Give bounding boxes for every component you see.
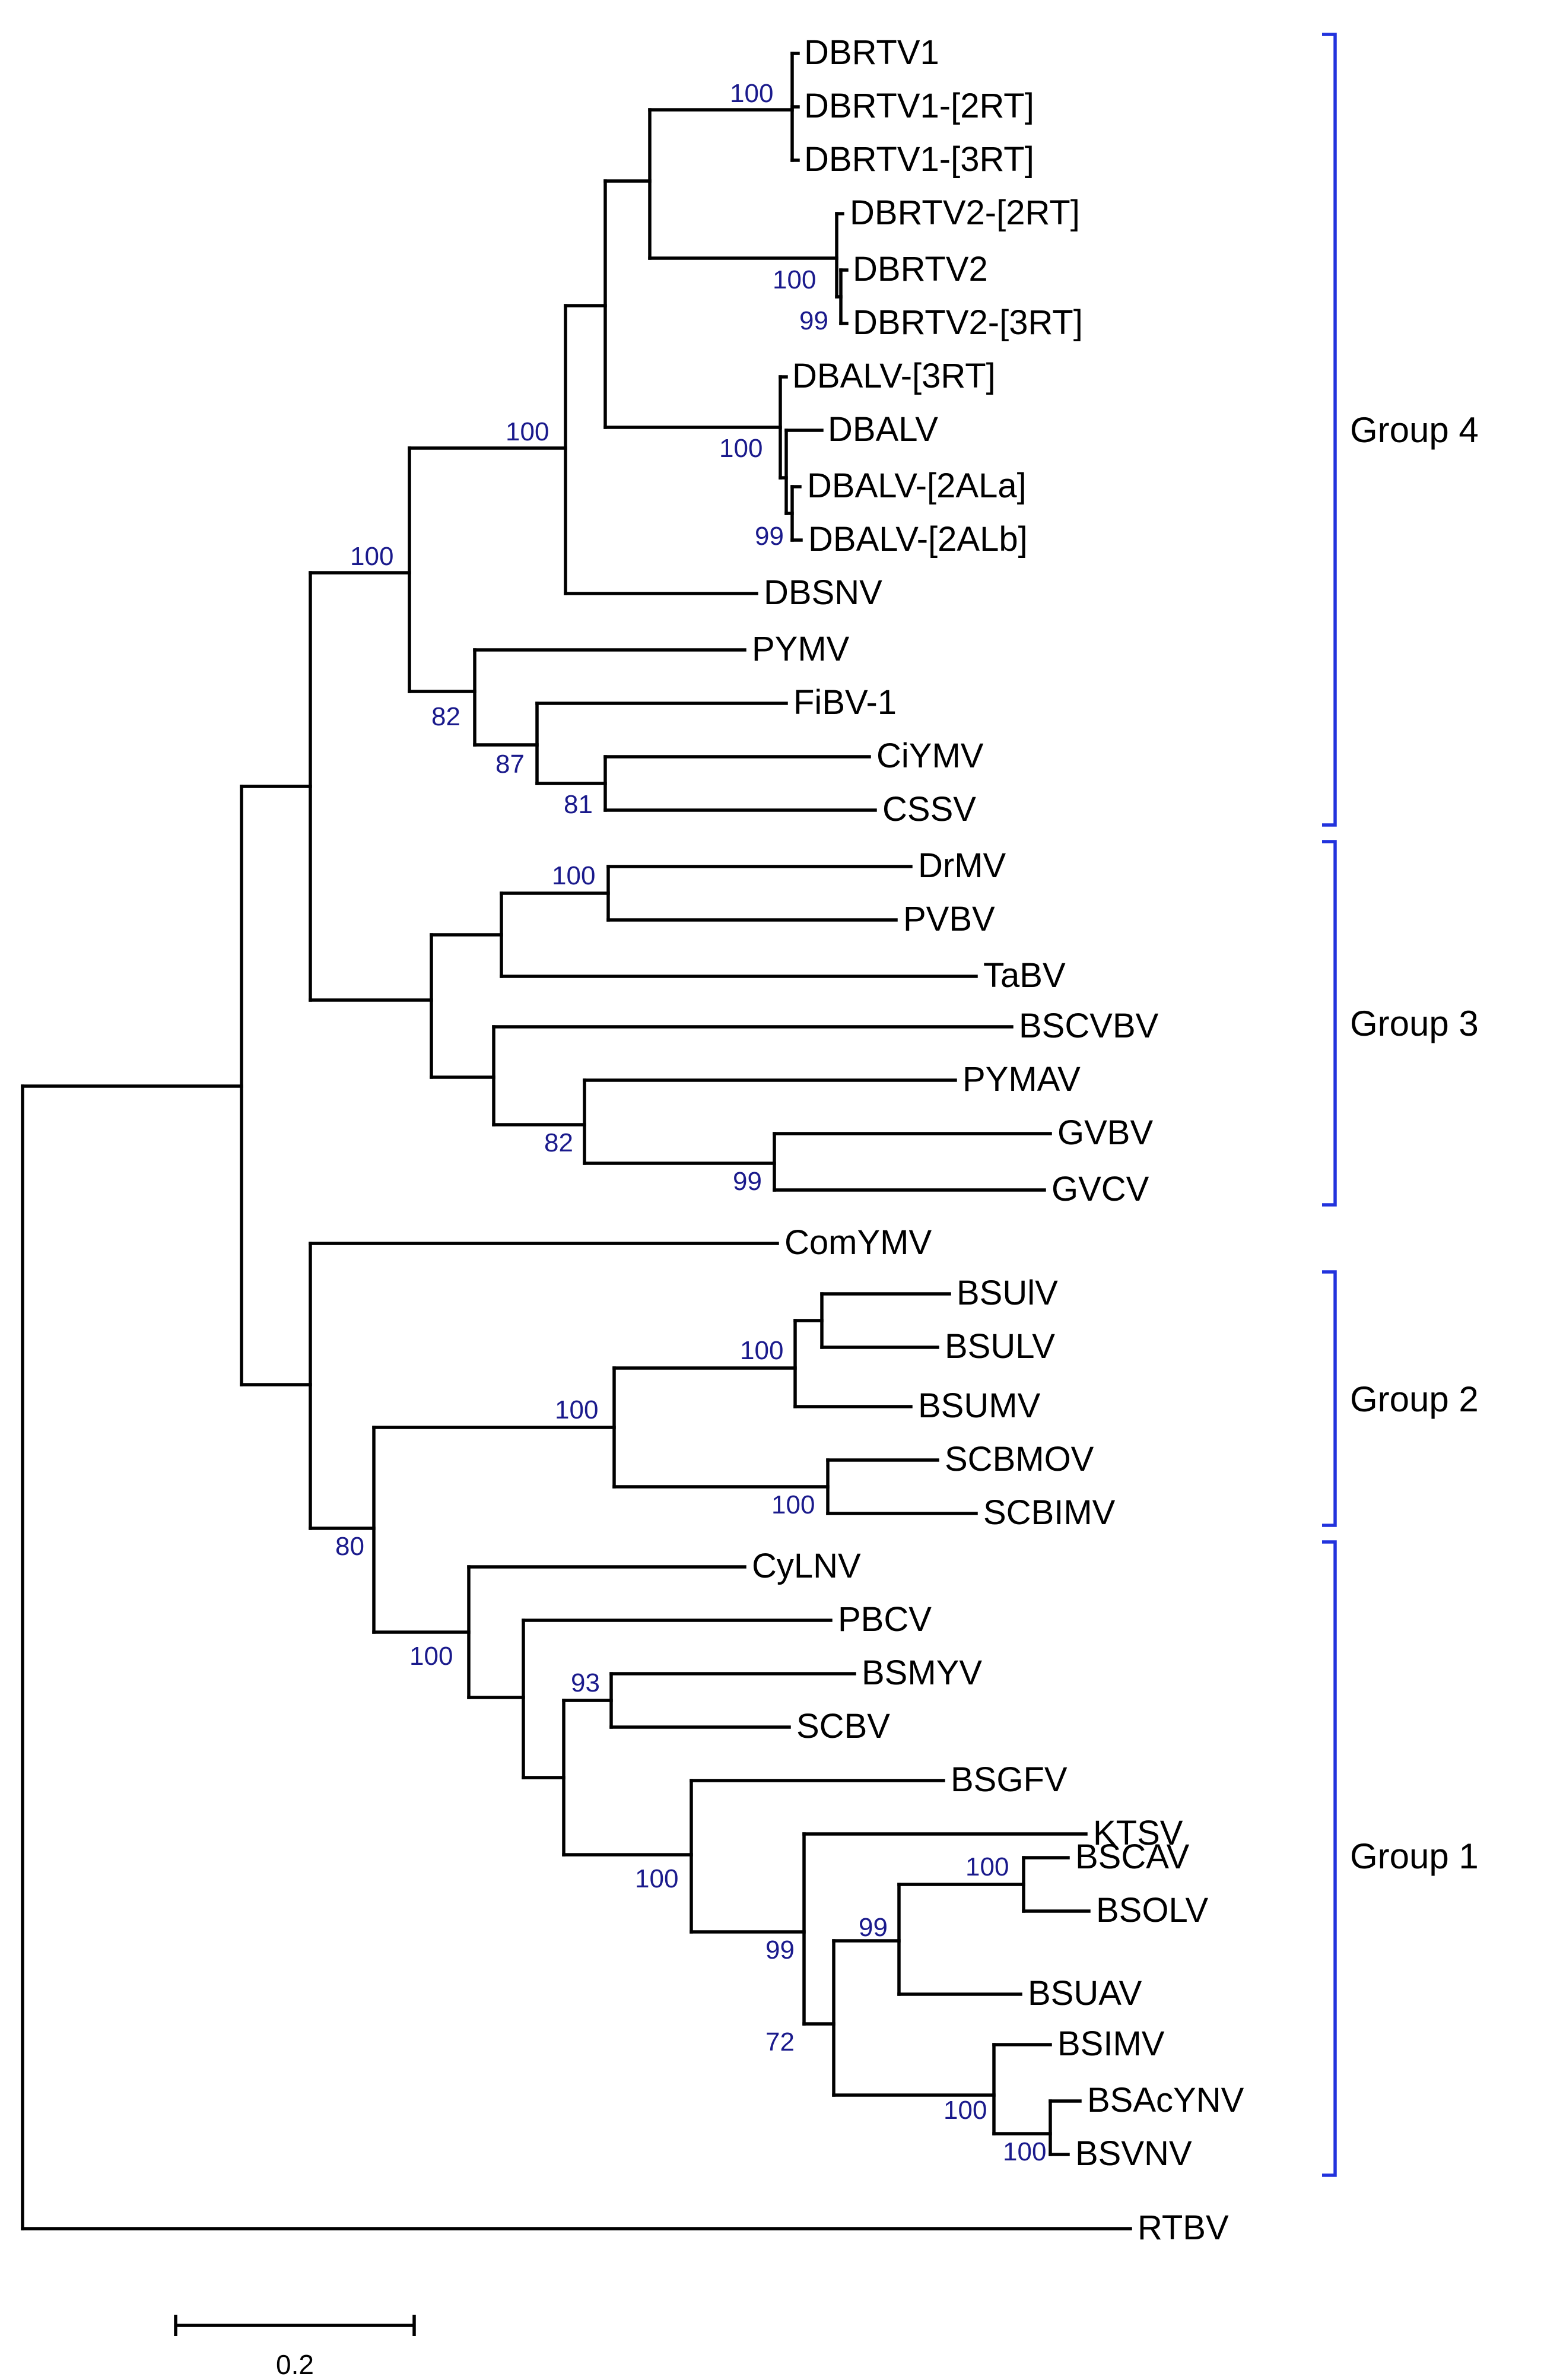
leaf-gvcv: GVCV <box>1051 1170 1149 1208</box>
support-values: 100 100 99 100 99 100 100 82 87 81 100 8… <box>335 79 1046 2166</box>
group-3-bracket <box>1322 840 1337 1207</box>
leaf-dbrtv1: DBRTV1 <box>804 33 939 72</box>
leaf-cssv: CSSV <box>882 790 976 829</box>
leaf-labels: DBRTV1 DBRTV1-[2RT] DBRTV1-[3RT] DBRTV2-… <box>752 33 1244 2247</box>
support-dbrtv2-a: 100 <box>773 265 816 294</box>
support-bsacynv-bsvnv: 100 <box>1003 2137 1046 2166</box>
leaf-dbrtv2-2rt: DBRTV2-[2RT] <box>850 193 1080 232</box>
leaf-bsulv: BSULV <box>945 1327 1055 1366</box>
support-bsimv-clade-b: 100 <box>943 2096 987 2125</box>
support-dbalv-b: 99 <box>755 522 784 551</box>
leaf-ciymv: CiYMV <box>876 737 984 775</box>
leaf-bscvbv: BSCVBV <box>1019 1007 1159 1045</box>
support-dbrtv2-b: 99 <box>799 306 828 335</box>
leaf-scbv: SCBV <box>796 1707 890 1746</box>
leaf-dbalv: DBALV <box>828 410 938 449</box>
group-1-label: Group 1 <box>1350 1836 1479 1876</box>
leaf-dbrtv1-3rt: DBRTV1-[3RT] <box>804 140 1034 179</box>
leaf-dbalv-3rt: DBALV-[3RT] <box>792 357 996 395</box>
leaf-cylnv: CyLNV <box>752 1547 861 1585</box>
support-dbalv-a: 100 <box>719 434 763 463</box>
leaf-bsvnv: BSVNV <box>1075 2134 1192 2173</box>
support-group12: 80 <box>335 1532 364 1561</box>
support-group1: 100 <box>409 1642 453 1671</box>
group-2-label: Group 2 <box>1350 1379 1479 1419</box>
support-ciymv-cssv: 81 <box>564 790 593 819</box>
scale-bar-label: 0.2 <box>276 2349 314 2380</box>
support-bscav-bsolv: 100 <box>965 1852 1009 1881</box>
leaf-rtbv: RTBV <box>1138 2208 1229 2247</box>
support-bsmyv-scbv: 93 <box>571 1668 600 1697</box>
leaf-bscav: BSCAV <box>1075 1838 1190 1876</box>
scale-bar: 0.2 <box>174 2315 416 2380</box>
leaf-pbcv: PBCV <box>838 1600 932 1639</box>
leaf-dbrtv2: DBRTV2 <box>853 250 988 288</box>
leaf-dbalv-2ala: DBALV-[2ALa] <box>807 467 1027 505</box>
leaf-bsmyv: BSMYV <box>862 1654 982 1692</box>
leaf-comymv: ComYMV <box>784 1223 932 1262</box>
leaf-pvbv: PVBV <box>903 900 995 938</box>
support-pymv-clade: 82 <box>431 702 460 731</box>
support-group4: 100 <box>350 542 393 571</box>
support-ktsv-clade: 99 <box>765 1935 795 1965</box>
group-4-label: Group 4 <box>1350 410 1479 450</box>
support-gvbv-gvcv: 99 <box>733 1167 762 1196</box>
leaf-ktsv: KTSV <box>1093 1814 1183 1852</box>
tree-branches <box>21 52 1132 2230</box>
leaf-dbsnv: DBSNV <box>764 573 882 612</box>
support-bsgfv-clade: 100 <box>635 1864 678 1893</box>
leaf-pymav: PYMAV <box>962 1060 1081 1099</box>
leaf-bsuiv: BSUlV <box>957 1274 1058 1312</box>
leaf-bsacynv: BSAcYNV <box>1087 2081 1244 2119</box>
leaf-dbrtv1-2rt: DBRTV1-[2RT] <box>804 87 1034 125</box>
leaf-tabv: TaBV <box>983 956 1066 995</box>
leaf-bsgfv: BSGFV <box>951 1760 1068 1799</box>
support-pymav-clade: 82 <box>544 1128 573 1157</box>
leaf-drmv: DrMV <box>918 846 1006 885</box>
leaf-dbalv-2alb: DBALV-[2ALb] <box>808 520 1028 558</box>
support-fibv-clade: 87 <box>495 750 525 779</box>
support-bsu-scb: 100 <box>555 1395 598 1424</box>
leaf-fibv-1: FiBV-1 <box>793 683 897 722</box>
leaf-bsuav: BSUAV <box>1028 1974 1142 2013</box>
leaf-bsimv: BSIMV <box>1057 2024 1165 2063</box>
support-drmv-pvbv: 100 <box>552 861 595 890</box>
support-scbmov-scbimv: 100 <box>771 1490 815 1519</box>
group-brackets: Group 4 Group 3 Group 2 Group 1 <box>1322 33 1479 2177</box>
leaf-bsumv: BSUMV <box>918 1386 1041 1425</box>
leaf-bsolv: BSOLV <box>1096 1891 1208 1930</box>
support-dbr-dbal-dbsn: 100 <box>506 417 549 446</box>
leaf-gvbv: GVBV <box>1057 1113 1153 1152</box>
leaf-scbimv: SCBIMV <box>983 1493 1116 1532</box>
leaf-scbmov: SCBMOV <box>945 1440 1094 1478</box>
support-bsuav-clade: 99 <box>859 1913 888 1942</box>
group-3-label: Group 3 <box>1350 1004 1479 1043</box>
group-1-bracket <box>1322 1540 1337 2177</box>
support-dbrtv1: 100 <box>730 79 773 108</box>
leaf-pymv: PYMV <box>752 630 850 668</box>
support-bsu-clade: 100 <box>740 1336 783 1365</box>
group-2-bracket <box>1322 1270 1337 1527</box>
group-4-bracket <box>1322 33 1337 827</box>
support-bsimv-clade-a: 72 <box>765 2027 795 2057</box>
leaf-dbrtv2-3rt: DBRTV2-[3RT] <box>853 303 1083 342</box>
